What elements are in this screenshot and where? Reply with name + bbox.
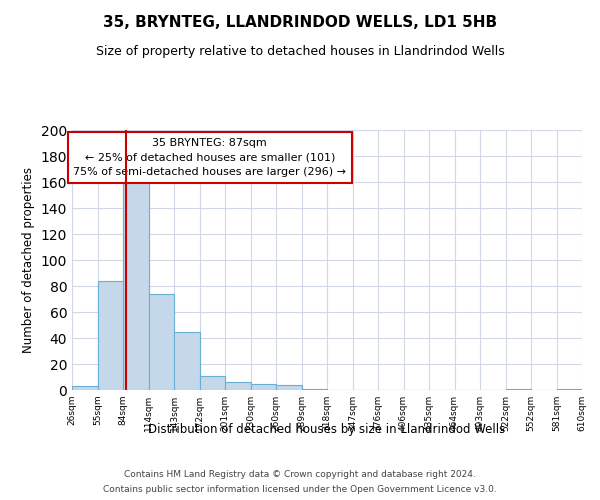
- Text: Contains HM Land Registry data © Crown copyright and database right 2024.: Contains HM Land Registry data © Crown c…: [124, 470, 476, 479]
- Y-axis label: Number of detached properties: Number of detached properties: [22, 167, 35, 353]
- Bar: [302, 388, 327, 390]
- Bar: [557, 388, 582, 390]
- Text: 35, BRYNTEG, LLANDRINDOD WELLS, LD1 5HB: 35, BRYNTEG, LLANDRINDOD WELLS, LD1 5HB: [103, 15, 497, 30]
- Bar: [72, 386, 97, 390]
- Bar: [149, 294, 174, 390]
- Text: 35 BRYNTEG: 87sqm
← 25% of detached houses are smaller (101)
75% of semi-detache: 35 BRYNTEG: 87sqm ← 25% of detached hous…: [73, 138, 346, 177]
- Bar: [174, 332, 199, 390]
- Bar: [251, 384, 276, 390]
- Bar: [276, 385, 302, 390]
- Bar: [225, 382, 251, 390]
- Bar: [123, 176, 149, 390]
- Text: Distribution of detached houses by size in Llandrindod Wells: Distribution of detached houses by size …: [148, 422, 506, 436]
- Bar: [97, 281, 123, 390]
- Bar: [199, 376, 225, 390]
- Bar: [505, 388, 531, 390]
- Text: Size of property relative to detached houses in Llandrindod Wells: Size of property relative to detached ho…: [95, 45, 505, 58]
- Text: Contains public sector information licensed under the Open Government Licence v3: Contains public sector information licen…: [103, 485, 497, 494]
